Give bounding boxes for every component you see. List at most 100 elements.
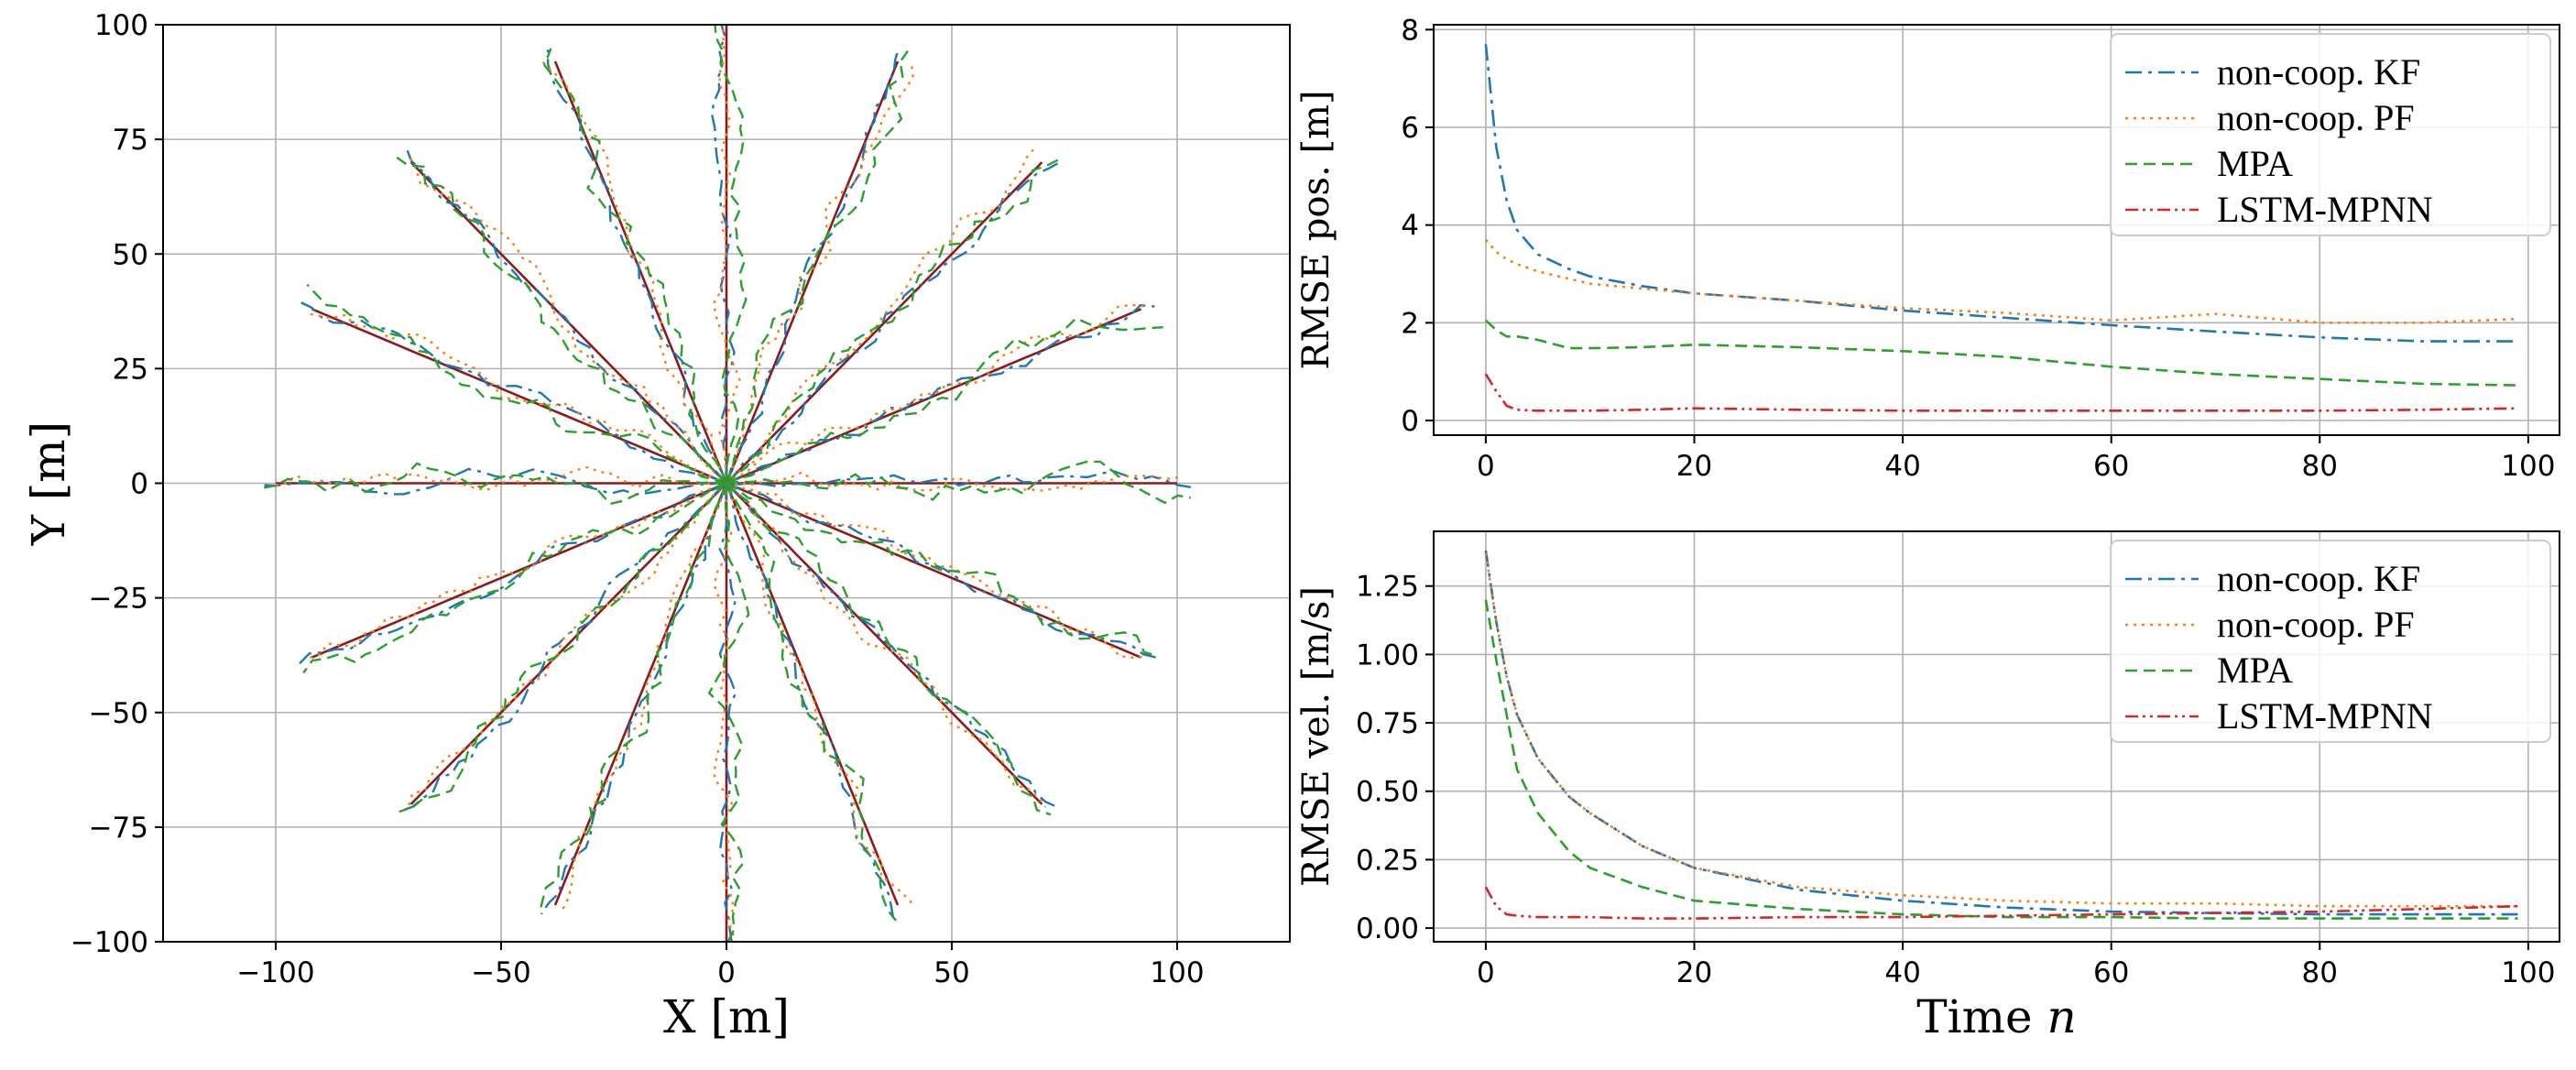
legend-entry: non-coop. KF: [2217, 558, 2420, 599]
y-tick-label: 1.00: [1356, 639, 1419, 671]
trajectory-solid-ray: [726, 482, 1043, 805]
trajectory-dashed-ray: [725, 482, 897, 922]
trajectory-dashdot-ray: [725, 483, 895, 923]
trajectory-dashed-ray: [302, 482, 727, 674]
trajectory-dashed-ray: [261, 462, 727, 506]
trajectory-dashdot-ray: [546, 49, 728, 484]
trajectory-dashed-ray: [306, 283, 727, 485]
y-tick-label: 100: [94, 9, 148, 42]
trajectory-dashdot-ray: [711, 25, 736, 484]
trajectory-dashdot-ray: [540, 483, 728, 915]
trajectory-dotted-ray: [725, 483, 913, 905]
y-tick-label: 50: [113, 238, 148, 271]
trajectory-solid-ray: [725, 60, 900, 484]
x-axis-label: Time n: [1916, 990, 2076, 1043]
x-tick-label: 40: [1884, 450, 1920, 483]
x-tick-label: −50: [471, 956, 530, 989]
trajectory-dashed-ray: [726, 482, 1157, 657]
y-tick-label: −100: [71, 926, 148, 959]
legend-box: [2110, 33, 2551, 236]
y-tick-label: 0.25: [1356, 844, 1419, 877]
trajectory-dashed-ray: [714, 25, 748, 484]
trajectory-dotted-ray: [726, 482, 1047, 808]
legend-entry: LSTM-MPNN: [2217, 695, 2433, 737]
trajectory-dashdot-ray: [405, 147, 727, 485]
x-tick-label: 40: [1884, 956, 1920, 989]
trajectory-lines: [261, 25, 1192, 942]
trajectory-dashed-ray: [396, 156, 727, 485]
series-line-dotted: [1484, 238, 2518, 324]
x-tick-label: 0: [1477, 956, 1495, 989]
x-tick-label: 80: [2302, 450, 2338, 483]
trajectory-dashdot-ray: [726, 482, 1156, 659]
y-tick-label: 0: [130, 468, 148, 501]
x-tick-label: 0: [1477, 450, 1495, 483]
legend-box: [2110, 540, 2551, 743]
trajectory-dashdot-ray: [726, 160, 1062, 485]
trajectory-dashed-ray: [726, 460, 1192, 505]
legend-entry: non-coop. KF: [2217, 51, 2420, 93]
trajectory-dashed-ray: [707, 483, 750, 942]
y-tick-label: 25: [113, 353, 148, 386]
legend-entry: LSTM-MPNN: [2217, 189, 2433, 230]
trajectory-dashdot-ray: [398, 482, 727, 813]
trajectories-axes: −100 −50 0 50 100 −100 −75 −50 −25 0 25 50 75 100: [71, 9, 1290, 989]
x-tick-label: 20: [1676, 450, 1712, 483]
trajectory-solid-ray: [311, 308, 727, 485]
series-line-dotted: [1484, 552, 2518, 908]
trajectory-dashdot-ray: [726, 482, 1059, 809]
y-tick-label: 1.25: [1356, 571, 1419, 604]
y-tick-label: 4: [1401, 210, 1419, 243]
y-axis-label: RMSE vel. [m/s]: [1295, 586, 1337, 887]
x-tick-label: 100: [2501, 956, 2555, 989]
x-tick-label: 50: [933, 956, 969, 989]
x-tick-label: 60: [2093, 450, 2129, 483]
trajectory-dashed-ray: [726, 317, 1163, 485]
series-line-dashdotdot: [1484, 373, 2518, 412]
x-tick-label: 100: [1150, 956, 1204, 989]
x-axis-label: X [m]: [663, 990, 790, 1043]
legend-entry: MPA: [2217, 143, 2293, 184]
x-axis-label-word: Time: [1916, 990, 2047, 1043]
series-line-dashdotdot: [1484, 886, 2518, 920]
x-tick-label: −100: [236, 956, 314, 989]
y-tick-label: 0.50: [1356, 776, 1419, 809]
trajectory-dashdot-ray: [718, 483, 737, 942]
series-line-dashdot: [1484, 44, 2518, 343]
y-tick-label: −25: [89, 583, 148, 616]
trajectory-dashdot-ray: [262, 467, 727, 497]
trajectory-dashed-ray: [725, 49, 909, 484]
trajectory-solid-ray: [553, 483, 728, 906]
rmse-velocity-series: [1484, 550, 2518, 920]
y-axis-label: RMSE pos. [m]: [1295, 90, 1337, 369]
series-line-dashed: [1485, 319, 2518, 387]
rmse-position-series: [1484, 44, 2518, 412]
y-tick-label: 0.75: [1356, 707, 1419, 740]
trajectory-dashdot-ray: [725, 47, 901, 484]
rmse-velocity-frame: [1433, 530, 2560, 943]
trajectory-dotted-ray: [725, 61, 914, 484]
rmse-position-frame: [1433, 24, 2560, 436]
trajectory-solid-ray: [409, 482, 727, 805]
x-tick-label: 60: [2093, 956, 2129, 989]
y-tick-label: 2: [1401, 307, 1419, 340]
trajectory-dotted-ray: [407, 482, 727, 809]
y-tick-label: −50: [89, 697, 148, 730]
trajectory-dotted-ray: [409, 156, 727, 485]
x-tick-label: 20: [1676, 956, 1712, 989]
x-axis-label-var: n: [2047, 990, 2077, 1043]
trajectory-dashed-ray: [542, 48, 728, 484]
trajectory-dashdot-ray: [726, 469, 1191, 488]
y-tick-label: 6: [1401, 112, 1419, 145]
y-tick-label: 8: [1401, 14, 1419, 47]
trajectory-dotted-ray: [726, 147, 1036, 485]
legend-entry: non-coop. PF: [2217, 604, 2415, 645]
x-tick-label: 100: [2501, 450, 2555, 483]
trajectory-dashed-ray: [726, 158, 1059, 485]
y-axis-label: Y [m]: [22, 421, 75, 546]
y-tick-label: −75: [89, 812, 148, 845]
trajectory-dashed-ray: [398, 482, 727, 813]
